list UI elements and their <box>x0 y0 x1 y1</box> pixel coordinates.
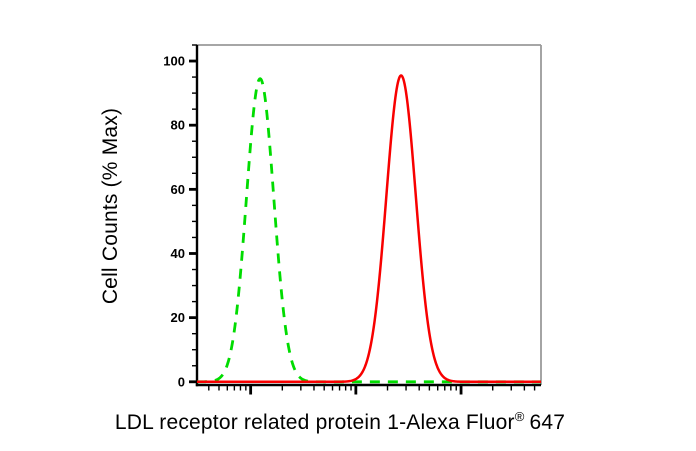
y-tick-label: 20 <box>171 310 185 325</box>
x-axis-label: LDL receptor related protein 1-Alexa Flu… <box>0 409 680 435</box>
y-axis-label: Cell Counts (% Max) <box>99 108 123 304</box>
x-axis-label-text: LDL receptor related protein 1-Alexa Flu… <box>114 411 515 434</box>
y-tick-label: 0 <box>178 374 185 389</box>
y-tick-label: 40 <box>171 246 185 261</box>
x-axis-label-suffix: 647 <box>529 411 566 434</box>
registered-trademark-symbol: ® <box>514 409 525 424</box>
lrp1-alexa-fluor-647-stained-curve <box>196 74 542 384</box>
y-tick-label: 60 <box>171 182 185 197</box>
y-tick-label: 100 <box>163 54 185 69</box>
y-axis-label-text: Cell Counts (% Max) <box>99 107 122 305</box>
y-tick-label: 80 <box>171 118 185 133</box>
negative-control-curve <box>196 77 542 384</box>
